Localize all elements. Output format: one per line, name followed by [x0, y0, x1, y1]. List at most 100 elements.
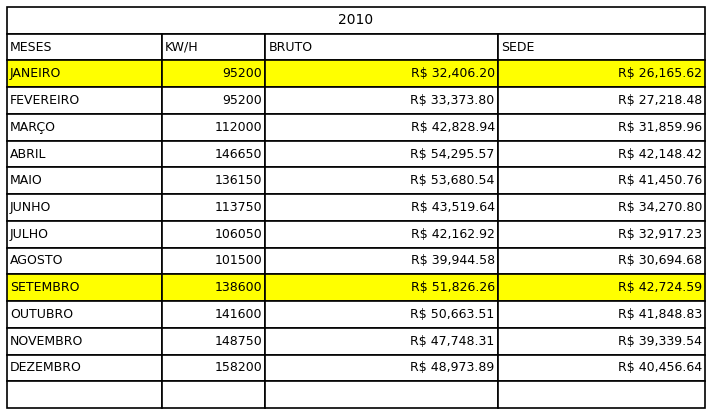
Bar: [498, 34, 705, 61]
Text: R$ 30,694.68: R$ 30,694.68: [618, 254, 702, 267]
Text: R$ 41,848.83: R$ 41,848.83: [618, 308, 702, 321]
Bar: [266, 61, 498, 87]
Bar: [266, 194, 498, 221]
Text: R$ 48,973.89: R$ 48,973.89: [410, 361, 495, 374]
Text: SEDE: SEDE: [501, 41, 534, 54]
Bar: [162, 34, 266, 61]
Text: MESES: MESES: [10, 41, 53, 54]
Text: 141600: 141600: [215, 308, 262, 321]
Text: 95200: 95200: [223, 94, 262, 107]
Bar: [266, 328, 498, 354]
Bar: [162, 61, 266, 87]
Bar: [498, 381, 705, 408]
Bar: [498, 221, 705, 248]
Text: 112000: 112000: [214, 121, 262, 134]
Bar: [162, 354, 266, 381]
Text: JUNHO: JUNHO: [10, 201, 51, 214]
Text: R$ 42,724.59: R$ 42,724.59: [618, 281, 702, 294]
Bar: [7, 328, 162, 354]
Bar: [7, 87, 162, 114]
Text: OUTUBRO: OUTUBRO: [10, 308, 73, 321]
Text: R$ 31,859.96: R$ 31,859.96: [618, 121, 702, 134]
Text: R$ 42,148.42: R$ 42,148.42: [618, 148, 702, 161]
Bar: [498, 61, 705, 87]
Text: R$ 32,917.23: R$ 32,917.23: [618, 228, 702, 241]
Bar: [266, 114, 498, 141]
Text: NOVEMBRO: NOVEMBRO: [10, 334, 83, 348]
Text: 146650: 146650: [215, 148, 262, 161]
Bar: [7, 114, 162, 141]
Bar: [7, 141, 162, 167]
Text: MARÇO: MARÇO: [10, 121, 56, 134]
Bar: [162, 114, 266, 141]
Text: 95200: 95200: [223, 67, 262, 81]
Text: MAIO: MAIO: [10, 174, 43, 187]
Bar: [498, 167, 705, 194]
Bar: [266, 34, 498, 61]
Bar: [162, 274, 266, 301]
Bar: [7, 7, 705, 34]
Bar: [7, 301, 162, 328]
Bar: [266, 221, 498, 248]
Text: R$ 47,748.31: R$ 47,748.31: [410, 334, 495, 348]
Text: 2010: 2010: [338, 13, 374, 27]
Text: AGOSTO: AGOSTO: [10, 254, 63, 267]
Text: R$ 43,519.64: R$ 43,519.64: [411, 201, 495, 214]
Text: R$ 51,826.26: R$ 51,826.26: [411, 281, 495, 294]
Text: R$ 54,295.57: R$ 54,295.57: [410, 148, 495, 161]
Text: R$ 50,663.51: R$ 50,663.51: [410, 308, 495, 321]
Text: R$ 53,680.54: R$ 53,680.54: [410, 174, 495, 187]
Text: 138600: 138600: [214, 281, 262, 294]
Bar: [7, 354, 162, 381]
Text: JULHO: JULHO: [10, 228, 49, 241]
Text: R$ 42,828.94: R$ 42,828.94: [411, 121, 495, 134]
Text: R$ 33,373.80: R$ 33,373.80: [410, 94, 495, 107]
Text: 148750: 148750: [214, 334, 262, 348]
Bar: [7, 248, 162, 274]
Bar: [266, 248, 498, 274]
Bar: [162, 194, 266, 221]
Text: R$ 40,456.64: R$ 40,456.64: [618, 361, 702, 374]
Text: ABRIL: ABRIL: [10, 148, 46, 161]
Text: R$ 34,270.80: R$ 34,270.80: [617, 201, 702, 214]
Bar: [266, 141, 498, 167]
Bar: [7, 274, 162, 301]
Text: R$ 41,450.76: R$ 41,450.76: [618, 174, 702, 187]
Text: 113750: 113750: [214, 201, 262, 214]
Bar: [498, 114, 705, 141]
Text: DEZEMBRO: DEZEMBRO: [10, 361, 82, 374]
Text: R$ 27,218.48: R$ 27,218.48: [618, 94, 702, 107]
Bar: [7, 61, 162, 87]
Bar: [162, 381, 266, 408]
Bar: [162, 248, 266, 274]
Bar: [7, 167, 162, 194]
Bar: [7, 221, 162, 248]
Text: R$ 26,165.62: R$ 26,165.62: [618, 67, 702, 81]
Bar: [162, 328, 266, 354]
Bar: [162, 301, 266, 328]
Bar: [498, 194, 705, 221]
Text: 106050: 106050: [214, 228, 262, 241]
Text: R$ 39,339.54: R$ 39,339.54: [618, 334, 702, 348]
Bar: [498, 141, 705, 167]
Text: BRUTO: BRUTO: [268, 41, 313, 54]
Bar: [7, 194, 162, 221]
Text: SETEMBRO: SETEMBRO: [10, 281, 80, 294]
Text: 136150: 136150: [215, 174, 262, 187]
Bar: [162, 141, 266, 167]
Bar: [266, 381, 498, 408]
Text: R$ 32,406.20: R$ 32,406.20: [411, 67, 495, 81]
Bar: [266, 87, 498, 114]
Text: KW/H: KW/H: [165, 41, 199, 54]
Bar: [498, 354, 705, 381]
Text: JANEIRO: JANEIRO: [10, 67, 61, 81]
Bar: [266, 167, 498, 194]
Bar: [498, 87, 705, 114]
Bar: [266, 274, 498, 301]
Bar: [266, 354, 498, 381]
Text: 101500: 101500: [214, 254, 262, 267]
Text: R$ 42,162.92: R$ 42,162.92: [411, 228, 495, 241]
Bar: [7, 34, 162, 61]
Bar: [7, 381, 162, 408]
Text: R$ 39,944.58: R$ 39,944.58: [411, 254, 495, 267]
